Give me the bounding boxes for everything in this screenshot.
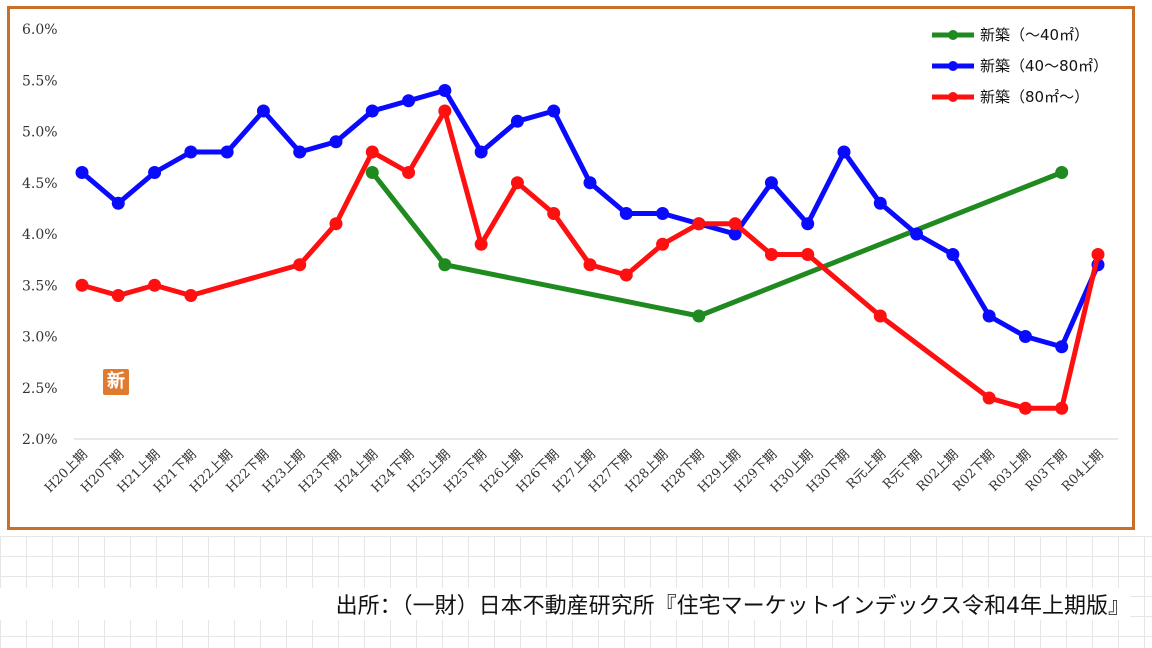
chart-frame: 2.0% 2.5% 3.0% 3.5% 4.0% 4.5% 5.0% 5.5% 6.0% H20上… bbox=[7, 6, 1135, 530]
data-point bbox=[982, 309, 996, 323]
data-point bbox=[438, 104, 452, 118]
legend-label: 新築（40～80㎡） bbox=[980, 57, 1108, 75]
y-tick-label: 2.0% bbox=[22, 432, 58, 448]
data-point bbox=[293, 145, 307, 159]
data-point bbox=[474, 237, 488, 251]
data-point bbox=[873, 196, 887, 210]
data-point bbox=[365, 166, 379, 179]
series-line bbox=[79, 108, 1101, 411]
x-tick-label: R元上期 bbox=[844, 447, 889, 492]
legend-swatch-marker bbox=[948, 92, 958, 102]
data-point bbox=[148, 166, 162, 179]
data-point bbox=[329, 217, 343, 231]
legend-swatch-marker bbox=[948, 61, 958, 71]
data-point bbox=[692, 309, 706, 323]
data-point bbox=[438, 258, 452, 272]
data-point bbox=[982, 391, 996, 405]
data-point bbox=[402, 166, 416, 179]
data-point bbox=[148, 278, 162, 292]
source-caption: 出所：（一財）日本不動産研究所『住宅マーケットインデックス令和4年上期版』 bbox=[0, 588, 1130, 620]
data-point bbox=[438, 84, 452, 97]
series-line bbox=[369, 170, 1065, 319]
data-point bbox=[728, 227, 742, 241]
data-point bbox=[656, 207, 670, 220]
data-point bbox=[692, 217, 706, 231]
data-point bbox=[365, 104, 379, 118]
data-point bbox=[474, 145, 488, 159]
y-tick-label: 5.0% bbox=[22, 125, 58, 141]
data-point bbox=[728, 217, 742, 231]
legend-swatch-marker bbox=[948, 30, 958, 40]
data-point bbox=[1018, 330, 1032, 343]
new-build-badge: 新 bbox=[103, 369, 129, 395]
y-tick-label: 4.5% bbox=[22, 176, 58, 192]
data-point bbox=[1055, 166, 1069, 179]
data-point bbox=[1091, 248, 1105, 261]
legend-label: 新築（～40㎡） bbox=[980, 26, 1089, 44]
data-point bbox=[510, 114, 524, 128]
data-point bbox=[111, 289, 125, 302]
data-point bbox=[184, 289, 198, 302]
data-point bbox=[873, 309, 887, 323]
data-point bbox=[837, 145, 851, 159]
data-point bbox=[583, 176, 597, 190]
data-point bbox=[220, 145, 234, 159]
y-tick-label: 5.5% bbox=[22, 73, 58, 89]
data-point bbox=[946, 248, 960, 261]
data-point bbox=[547, 104, 561, 118]
y-tick-label: 6.0% bbox=[22, 22, 58, 38]
data-point bbox=[1055, 340, 1069, 354]
line-chart: 2.0%2.5%3.0%3.5%4.0%4.5%5.0%5.5%6.0%H20上… bbox=[22, 22, 1118, 496]
data-point bbox=[801, 248, 815, 261]
data-point bbox=[619, 207, 633, 220]
data-point bbox=[365, 145, 379, 159]
data-point bbox=[510, 176, 524, 190]
data-point bbox=[583, 258, 597, 272]
y-tick-label: 3.0% bbox=[22, 330, 58, 346]
y-tick-label: 4.0% bbox=[22, 227, 58, 243]
data-point bbox=[1055, 401, 1069, 415]
data-point bbox=[329, 135, 343, 149]
data-point bbox=[184, 145, 198, 159]
data-point bbox=[656, 237, 670, 251]
data-point bbox=[293, 258, 307, 272]
data-point bbox=[1018, 401, 1032, 415]
data-point bbox=[256, 104, 270, 118]
data-point bbox=[402, 94, 416, 108]
data-point bbox=[75, 166, 89, 179]
data-point bbox=[619, 268, 633, 282]
data-point bbox=[910, 227, 924, 241]
y-tick-label: 2.5% bbox=[22, 381, 58, 397]
data-point bbox=[801, 217, 815, 231]
data-point bbox=[75, 278, 89, 292]
y-tick-label: 3.5% bbox=[22, 278, 58, 294]
data-point bbox=[547, 207, 561, 220]
legend-label: 新築（80㎡～） bbox=[980, 88, 1089, 106]
data-point bbox=[764, 176, 778, 190]
data-point bbox=[764, 248, 778, 261]
data-point bbox=[111, 196, 125, 210]
